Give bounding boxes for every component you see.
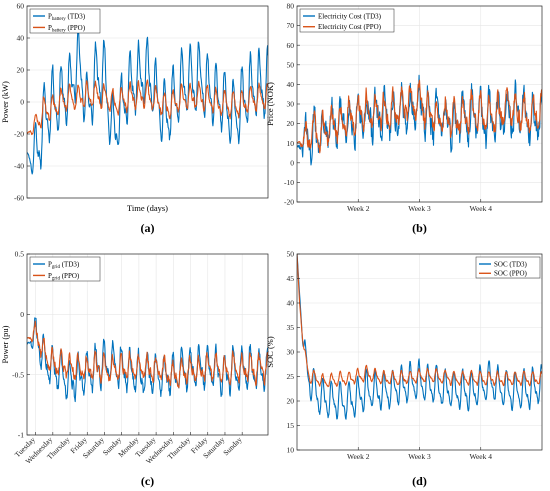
y-tick-label: 50 (287, 250, 295, 259)
y-tick-label: 80 (287, 2, 295, 11)
legend: Pbattery (TD3) Pbattery (PPO) (29, 8, 101, 34)
legend: Pgrid (TD3) Pgrid (PPO) (29, 256, 101, 282)
series-line-td3 (27, 27, 268, 175)
y-tick-label: 10 (287, 139, 295, 148)
y-tick-label: 20 (287, 119, 295, 128)
legend-entry: SOC (TD3) (494, 260, 528, 268)
legend-entry: Electricity Cost (TD3) (318, 12, 382, 20)
panel-label: (d) (412, 474, 427, 488)
y-tick-label: 10 (287, 446, 295, 455)
y-tick-label: 35 (287, 323, 295, 332)
y-tick-label: -60 (14, 194, 24, 203)
y-axis-label: Power (pu) (0, 325, 10, 363)
legend-box (475, 256, 541, 279)
y-tick-label: 30 (287, 100, 295, 109)
y-tick-label: -20 (14, 130, 24, 139)
y-tick-label: 0 (290, 158, 294, 167)
legend-box (29, 8, 101, 34)
legend-entry: Pgrid (PPO) (48, 272, 80, 282)
series-line-td3 (297, 254, 542, 420)
series-line-ppo (297, 254, 542, 388)
y-tick-label: 40 (17, 34, 25, 43)
y-tick-label: -0.5 (12, 370, 24, 379)
plot-area (27, 254, 268, 435)
y-tick-label: 60 (17, 2, 25, 11)
x-tick-label: Week 2 (347, 452, 370, 461)
x-tick-label: Week 3 (408, 204, 431, 213)
legend: SOC (TD3) SOC (PPO) (475, 256, 541, 279)
legend-entry: Electricity Cost (PPO) (318, 23, 382, 31)
legend-box (299, 8, 395, 33)
y-tick-label: 20 (287, 397, 295, 406)
y-tick-label: -10 (284, 178, 294, 187)
legend-entry: Pgrid (TD3) (48, 260, 80, 270)
panel-label: (c) (141, 474, 154, 488)
series-line-ppo (297, 79, 542, 154)
x-tick-label: Week 3 (408, 452, 431, 461)
chart-panel-1: -60 -40 -20 0 20 40 60 Time (days) Power (kW) Pba… (0, 2, 269, 235)
legend-entry: Pbattery (PPO) (48, 24, 86, 34)
y-tick-label: 25 (287, 372, 295, 381)
y-tick-label: 50 (287, 60, 295, 69)
y-tick-label: 0 (20, 98, 24, 107)
y-tick-label: -40 (14, 162, 24, 171)
legend: Electricity Cost (TD3) Electricity Cost (… (299, 8, 395, 33)
chart-panel-3: -1-0.500.5TuesdayWednesdayThursdayFriday… (0, 250, 269, 488)
y-tick-label: 70 (287, 21, 295, 30)
y-tick-label: -20 (284, 198, 294, 207)
y-tick-label: 30 (287, 348, 295, 357)
x-axis-label: Time (days) (127, 203, 168, 213)
chart-panel-4: 10 15 20 25 30 35 40 45 50 Week 2 Week 3 Week 4 SOC … (265, 250, 543, 488)
series-line-ppo (27, 79, 268, 136)
legend-box (29, 256, 101, 282)
y-axis-label: SOC (%) (265, 336, 275, 368)
series-line-ppo (27, 320, 268, 389)
legend-entry: SOC (PPO) (494, 270, 528, 278)
chart-panel-2: -20 -10 0 10 20 30 40 50 60 70 80 Week 2 Week 3 Week … (265, 2, 543, 235)
x-tick-label: Week 2 (347, 204, 370, 213)
axes-box (26, 253, 269, 436)
y-axis-label: Price (NOK) (265, 82, 275, 126)
y-tick-label: 0 (20, 310, 24, 319)
y-tick-label: 60 (287, 41, 295, 50)
y-tick-label: 15 (287, 421, 295, 430)
y-tick-label: 40 (287, 299, 295, 308)
y-axis-label: Power (kW) (0, 81, 10, 123)
y-tick-label: 40 (287, 80, 295, 89)
y-tick-label: 20 (17, 66, 25, 75)
legend-entry: Pbattery (TD3) (48, 12, 86, 22)
y-tick-label: 45 (287, 274, 295, 283)
y-tick-label: 0.5 (15, 250, 25, 259)
panel-label: (b) (412, 221, 427, 235)
x-tick-label: Week 4 (469, 204, 492, 213)
x-tick-label: Week 4 (469, 452, 492, 461)
x-tick-label: Sunday (221, 435, 243, 457)
panel-label: (a) (141, 221, 155, 235)
y-tick-label: -1 (18, 431, 24, 440)
